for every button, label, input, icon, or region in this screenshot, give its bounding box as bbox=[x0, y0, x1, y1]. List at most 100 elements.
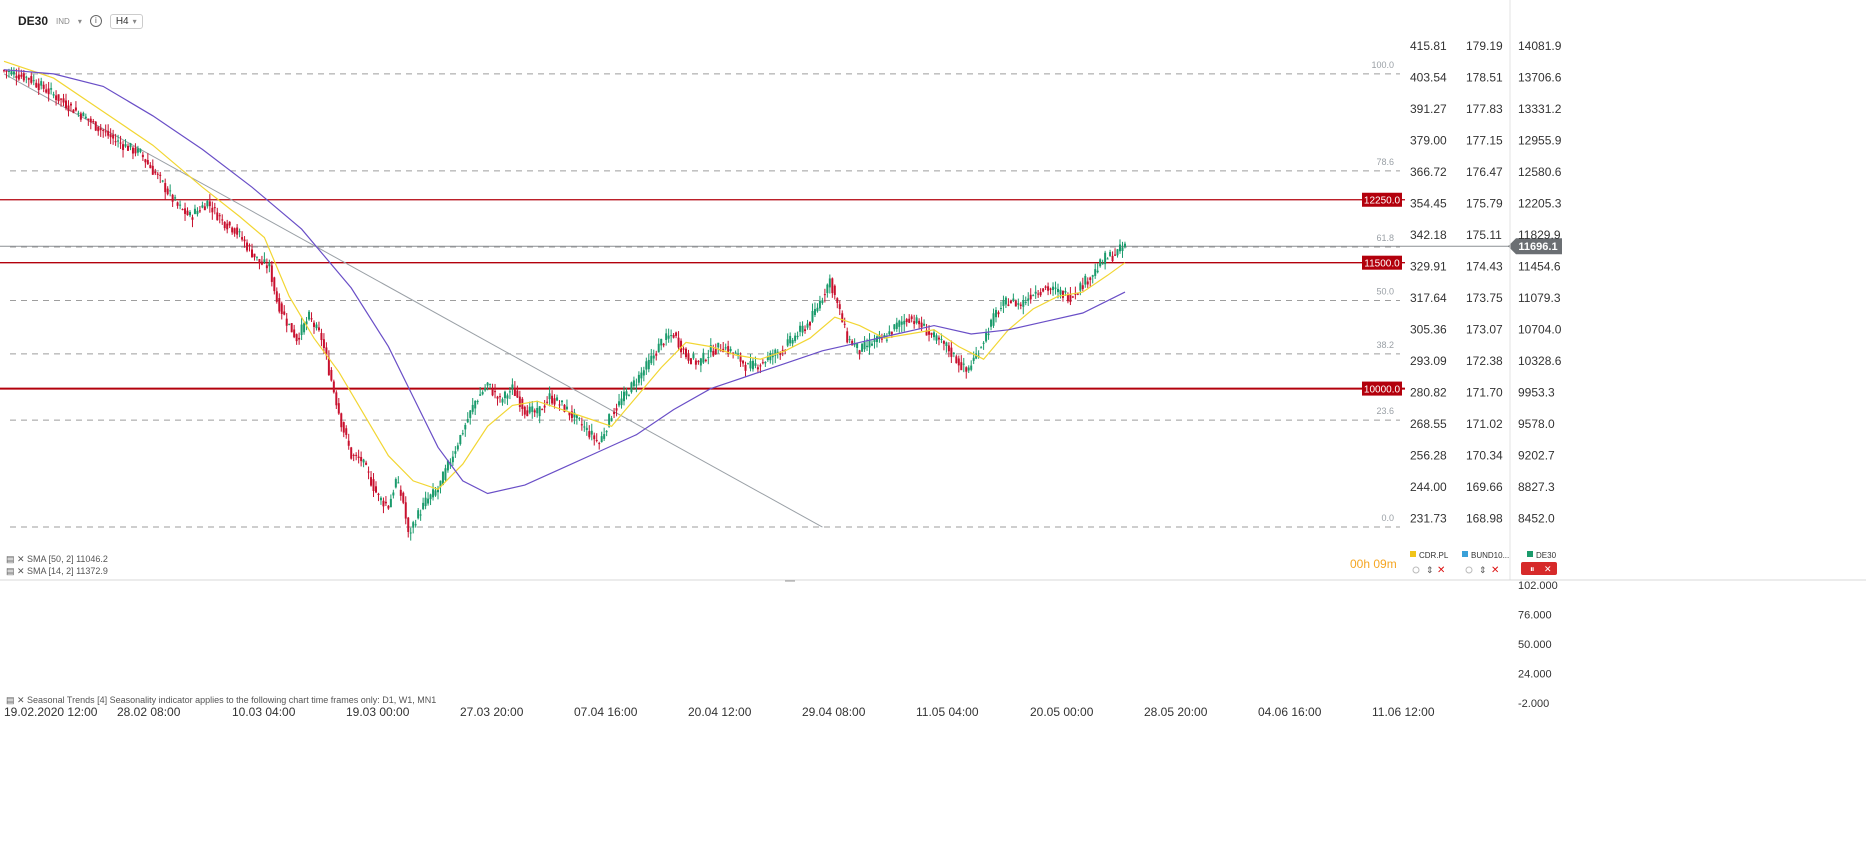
candle-body bbox=[613, 411, 616, 415]
candle-body bbox=[1066, 294, 1069, 302]
candle-body bbox=[97, 126, 100, 132]
bund-axis-tick: 175.79 bbox=[1466, 197, 1503, 211]
candle-body bbox=[603, 434, 606, 439]
candle-body bbox=[585, 427, 588, 430]
candle-body bbox=[501, 399, 504, 403]
candle-body bbox=[193, 208, 196, 214]
candle-body bbox=[124, 144, 127, 147]
candle-body bbox=[610, 418, 613, 422]
candle-body bbox=[945, 342, 948, 346]
candle-body bbox=[841, 313, 844, 323]
candle-body bbox=[414, 524, 417, 526]
candle-body bbox=[419, 514, 422, 516]
candle-body bbox=[563, 404, 566, 412]
candle-body bbox=[588, 431, 591, 438]
candle-body bbox=[851, 340, 854, 346]
candle-body bbox=[392, 492, 395, 496]
candle-body bbox=[717, 342, 720, 348]
candle-body bbox=[605, 431, 608, 433]
candle-body bbox=[843, 323, 846, 325]
de30-axis-tick: 11454.6 bbox=[1518, 260, 1561, 274]
seasonal-axis-tick: 50.000 bbox=[1518, 639, 1552, 651]
candle-body bbox=[960, 362, 963, 371]
candle-body bbox=[570, 411, 573, 419]
candle-body bbox=[317, 327, 320, 331]
bund-axis-tick: 168.98 bbox=[1466, 512, 1503, 526]
candle-body bbox=[10, 70, 13, 75]
symbol-label[interactable]: DE30 bbox=[18, 14, 49, 28]
candle-body bbox=[20, 74, 23, 77]
horizontal-levels[interactable]: 12250.0 11500.0 10000.0 11696.1 bbox=[0, 192, 1562, 396]
candle-body bbox=[1034, 291, 1037, 294]
de30-axis-tick: 13331.2 bbox=[1518, 102, 1562, 116]
candle-body bbox=[1039, 291, 1042, 296]
de30-axis-tick: 9578.0 bbox=[1518, 417, 1555, 431]
bund-axis-tick: 177.83 bbox=[1466, 102, 1503, 116]
candle-body bbox=[709, 345, 712, 353]
bund-axis-tick: 171.02 bbox=[1466, 417, 1503, 431]
time-axis-tick: 20.04 12:00 bbox=[688, 705, 752, 719]
candle-body bbox=[432, 489, 435, 498]
legend-label: BUND10... bbox=[1471, 551, 1509, 560]
candle-body bbox=[828, 278, 831, 288]
bund-axis-tick: 179.19 bbox=[1466, 39, 1503, 53]
info-icon[interactable]: i bbox=[89, 15, 102, 27]
candle-body bbox=[1106, 258, 1109, 260]
candle-body bbox=[107, 130, 110, 136]
candle-body bbox=[1024, 301, 1027, 303]
candle-body bbox=[322, 339, 325, 348]
candle-body bbox=[357, 456, 360, 458]
candle-body bbox=[496, 396, 499, 399]
trendline[interactable] bbox=[3, 73, 823, 528]
candle-body bbox=[303, 323, 306, 333]
candle-body bbox=[241, 237, 244, 240]
candle-body bbox=[937, 337, 940, 340]
cdr-axis-tick: 244.00 bbox=[1410, 480, 1447, 494]
candle-body bbox=[15, 75, 18, 79]
candle-body bbox=[32, 80, 35, 82]
symbol-dropdown-icon[interactable]: ▾ bbox=[77, 16, 82, 26]
cdr-axis-tick: 415.81 bbox=[1410, 39, 1447, 53]
candle-body bbox=[551, 395, 554, 404]
candle-body bbox=[397, 482, 400, 484]
seasonal-axis-tick: -2.000 bbox=[1518, 698, 1549, 710]
candle-body bbox=[682, 348, 685, 350]
candle-body bbox=[201, 205, 204, 208]
candle-body bbox=[1042, 288, 1045, 292]
cdr-axis-tick: 231.73 bbox=[1410, 512, 1447, 526]
time-axis-tick: 11.06 12:00 bbox=[1372, 705, 1435, 719]
candle-body bbox=[1009, 300, 1012, 304]
cdr-axis-tick: 317.64 bbox=[1410, 291, 1447, 305]
candle-body bbox=[942, 341, 945, 344]
candle-body bbox=[109, 134, 112, 138]
candle-body bbox=[875, 336, 878, 343]
candle-body bbox=[1037, 293, 1040, 295]
candle-body bbox=[1099, 259, 1102, 267]
candle-body bbox=[809, 322, 811, 326]
candle-body bbox=[159, 174, 162, 176]
candle-body bbox=[99, 128, 102, 131]
candle-body bbox=[476, 401, 479, 403]
candle-body bbox=[630, 382, 633, 393]
candle-body bbox=[382, 500, 385, 507]
bund-axis-tick: 170.34 bbox=[1466, 449, 1503, 463]
candle-body bbox=[503, 391, 506, 399]
candle-body bbox=[253, 253, 256, 258]
timeframe-select[interactable]: H4 ▾ bbox=[109, 13, 143, 29]
de30-axis-tick: 9202.7 bbox=[1518, 449, 1555, 463]
candle-body bbox=[22, 73, 25, 81]
candle-body bbox=[905, 319, 908, 323]
candle-body bbox=[985, 332, 988, 342]
candle-body bbox=[270, 265, 273, 282]
candle-body bbox=[226, 223, 229, 230]
candle-body bbox=[437, 489, 439, 493]
candle-body bbox=[955, 356, 958, 364]
sma50-line bbox=[3, 69, 1126, 495]
candle-body bbox=[1081, 285, 1084, 290]
candle-body bbox=[962, 363, 965, 365]
candle-body bbox=[27, 78, 30, 80]
de30-axis-tick: 10704.0 bbox=[1518, 323, 1562, 337]
candle-body bbox=[362, 459, 365, 463]
candle-body bbox=[471, 404, 474, 412]
